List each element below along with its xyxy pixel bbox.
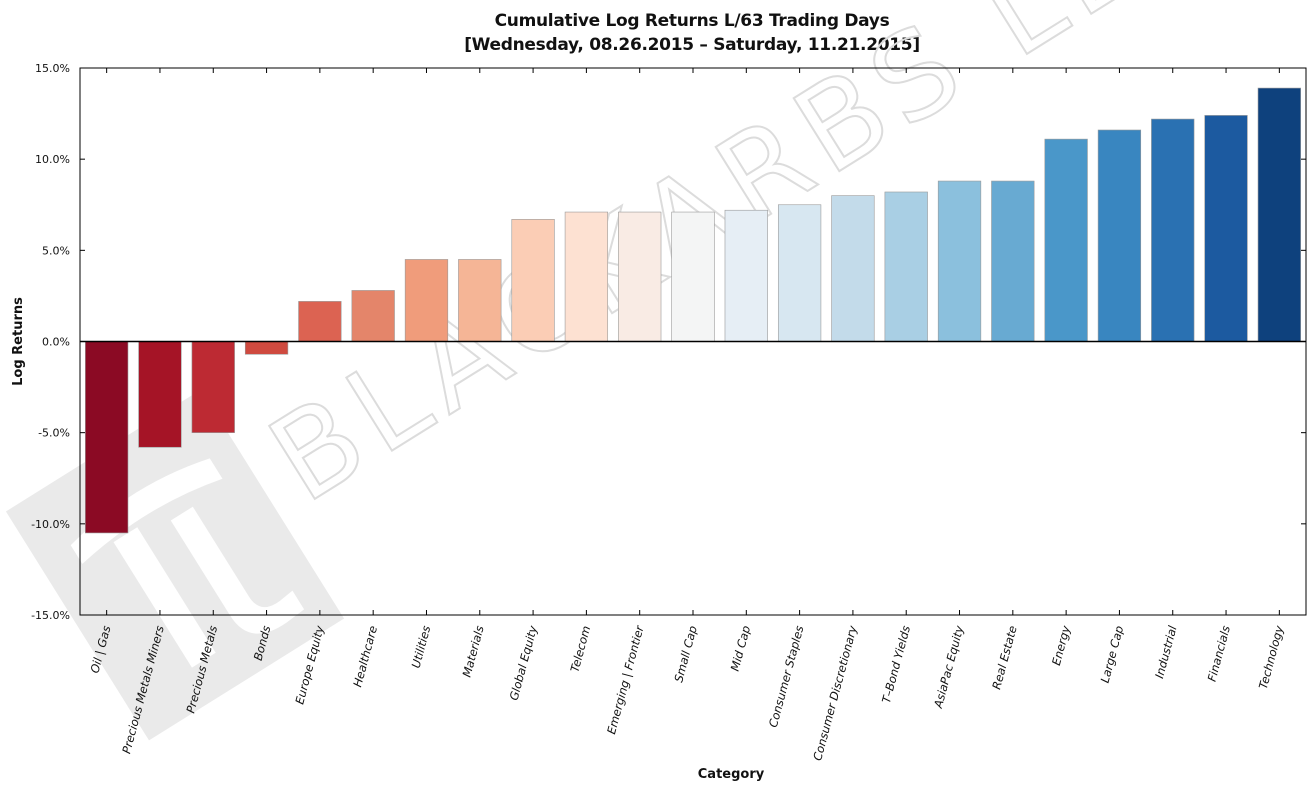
bar-consumer-staples — [777, 204, 822, 342]
x-tick-label: Emerging | Frontier — [604, 623, 647, 736]
x-tick-label: Technology — [1256, 624, 1286, 691]
y-tick-label: 15.0% — [35, 62, 70, 75]
bar-precious-metals — [191, 341, 235, 433]
x-tick-label: T–Bond Yields — [879, 624, 913, 704]
bar-healthcare — [351, 290, 395, 342]
x-tick-label: Healthcare — [350, 624, 380, 688]
bar-mid-cap — [724, 209, 768, 342]
x-tick-label: Global Equity — [507, 624, 540, 702]
bar-energy — [1044, 138, 1088, 342]
x-tick-label: Industrial — [1152, 623, 1180, 679]
x-tick-label: Small Cap — [671, 624, 700, 684]
bar-asiapac-equity — [937, 180, 982, 342]
y-tick-label: 10.0% — [35, 153, 70, 166]
bar-financials — [1204, 115, 1248, 342]
bar-industrial — [1151, 118, 1195, 342]
x-tick-label: Utilities — [409, 624, 434, 669]
x-tick-label: Large Cap — [1098, 624, 1127, 684]
bar-europe-equity — [298, 301, 342, 342]
bar-materials — [458, 259, 502, 342]
plot-area: 15.0%10.0%5.0%0.0%-5.0%-10.0%-15.0%Oil |… — [11, 62, 1307, 782]
x-tick-label: Telecom — [567, 624, 593, 674]
bar-global-equity — [511, 219, 555, 342]
bar-utilities — [404, 259, 449, 342]
x-tick-label: Consumer Staples — [766, 624, 807, 729]
x-tick-label: Consumer Discretionary — [810, 624, 860, 762]
chart-title: Cumulative Log Returns L/63 Trading Days — [494, 11, 890, 31]
x-axis-title: Category — [698, 767, 765, 782]
bar-consumer-discretionary — [831, 195, 875, 342]
chart-subtitle: [Wednesday, 08.26.2015 – Saturday, 11.21… — [464, 35, 920, 55]
watermark: BLACKARBS LLC — [5, 0, 1240, 741]
x-tick-label: Energy — [1049, 624, 1073, 667]
bar-bonds — [244, 341, 289, 355]
x-tick-label: Financials — [1205, 624, 1233, 683]
y-tick-label: 0.0% — [42, 336, 70, 349]
y-tick-label: -15.0% — [31, 609, 70, 622]
bar-large-cap — [1097, 129, 1142, 342]
x-tick-label: AsiaPac Equity — [931, 624, 967, 710]
bar-small-cap — [671, 211, 715, 342]
bar-telecom — [564, 211, 609, 342]
x-tick-label: Real Estate — [989, 624, 1019, 691]
bar-technology — [1257, 87, 1301, 342]
y-tick-label: -10.0% — [31, 518, 70, 531]
y-axis-title: Log Returns — [11, 297, 26, 386]
x-tick-label: Mid Cap — [728, 624, 754, 672]
y-tick-label: 5.0% — [42, 244, 70, 257]
y-tick-label: -5.0% — [38, 427, 70, 440]
bar-real-estate — [991, 180, 1035, 342]
bar-t-bond-yields — [884, 191, 928, 342]
bar-emerging-frontier — [618, 211, 662, 342]
x-tick-label: Materials — [460, 624, 487, 679]
bar-oil-gas — [85, 341, 129, 534]
bar-precious-metals-miners — [138, 341, 182, 448]
